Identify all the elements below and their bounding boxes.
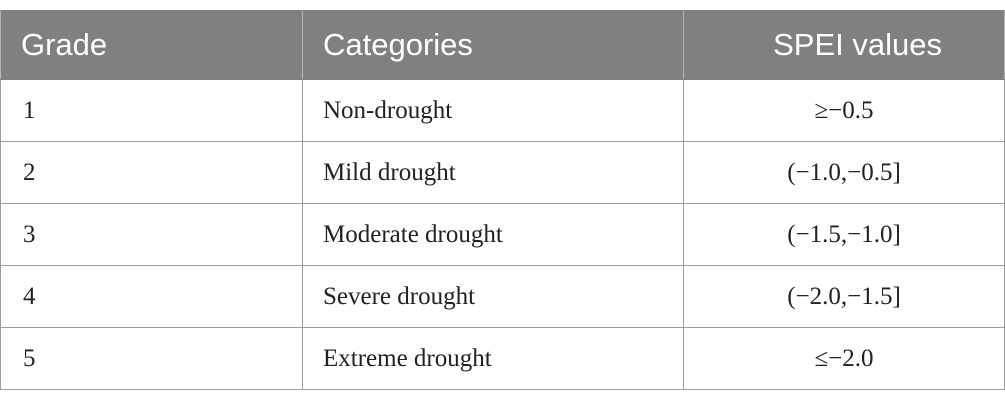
table-row: 5 Extreme drought ≤−2.0 bbox=[0, 327, 1005, 390]
grade-cell: 4 bbox=[0, 265, 303, 328]
spei-value-cell: (−1.0,−0.5] bbox=[683, 141, 1005, 204]
table-header: Grade Categories SPEI values bbox=[0, 10, 1005, 80]
spei-value-cell: (−2.0,−1.5] bbox=[683, 265, 1005, 328]
grade-cell: 2 bbox=[0, 141, 303, 204]
table-row: 4 Severe drought (−2.0,−1.5] bbox=[0, 265, 1005, 328]
grade-cell: 5 bbox=[0, 327, 303, 390]
table-row: 1 Non-drought ≥−0.5 bbox=[0, 79, 1005, 142]
category-cell: Mild drought bbox=[302, 141, 684, 204]
header-row: Grade Categories SPEI values bbox=[0, 10, 1005, 80]
header-categories: Categories bbox=[302, 10, 684, 80]
table-row: 2 Mild drought (−1.0,−0.5] bbox=[0, 141, 1005, 204]
header-grade: Grade bbox=[0, 10, 303, 80]
grade-cell: 1 bbox=[0, 79, 303, 142]
grade-cell: 3 bbox=[0, 203, 303, 266]
category-cell: Severe drought bbox=[302, 265, 684, 328]
spei-value-cell: ≤−2.0 bbox=[683, 327, 1005, 390]
table-row: 3 Moderate drought (−1.5,−1.0] bbox=[0, 203, 1005, 266]
category-cell: Non-drought bbox=[302, 79, 684, 142]
header-spei-values: SPEI values bbox=[683, 10, 1005, 80]
spei-value-cell: ≥−0.5 bbox=[683, 79, 1005, 142]
spei-grade-table-container: Grade Categories SPEI values 1 Non-droug… bbox=[0, 10, 1005, 390]
table-body: 1 Non-drought ≥−0.5 2 Mild drought (−1.0… bbox=[0, 79, 1005, 390]
spei-value-cell: (−1.5,−1.0] bbox=[683, 203, 1005, 266]
category-cell: Extreme drought bbox=[302, 327, 684, 390]
category-cell: Moderate drought bbox=[302, 203, 684, 266]
spei-grade-table: Grade Categories SPEI values 1 Non-droug… bbox=[0, 10, 1005, 390]
